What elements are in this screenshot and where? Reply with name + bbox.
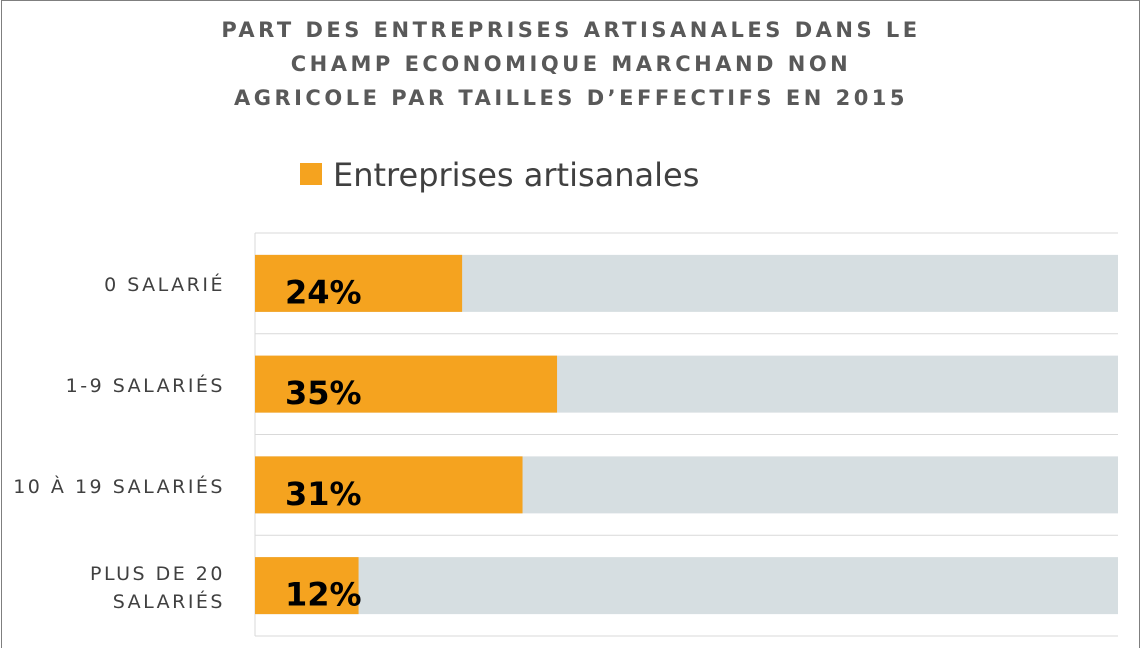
chart-title: AGRICOLE PAR TAILLES D’EFFECTIFS EN 2015	[234, 86, 908, 110]
data-label: 24%	[285, 273, 362, 311]
bar	[255, 557, 359, 615]
bar	[255, 456, 523, 514]
category-label: 1-9 SALARIÉS	[65, 375, 225, 398]
data-label: 35%	[285, 374, 362, 412]
category-label: PLUS DE 20 SALARIÉS	[90, 562, 225, 613]
data-label: 31%	[285, 475, 362, 513]
bar-background	[255, 557, 1118, 615]
chart-title: CHAMP ECONOMIQUE MARCHAND NON	[291, 52, 852, 76]
legend-swatch	[300, 163, 322, 185]
bar	[255, 355, 558, 413]
chart-title: PART DES ENTREPRISES ARTISANALES DANS LE	[221, 18, 920, 42]
category-label: 0 SALARIÉ	[104, 274, 225, 297]
category-label: 10 À 19 SALARIÉS	[13, 475, 225, 498]
legend-label: Entreprises artisanales	[333, 156, 699, 194]
bar	[255, 254, 463, 312]
data-label: 12%	[285, 576, 362, 614]
